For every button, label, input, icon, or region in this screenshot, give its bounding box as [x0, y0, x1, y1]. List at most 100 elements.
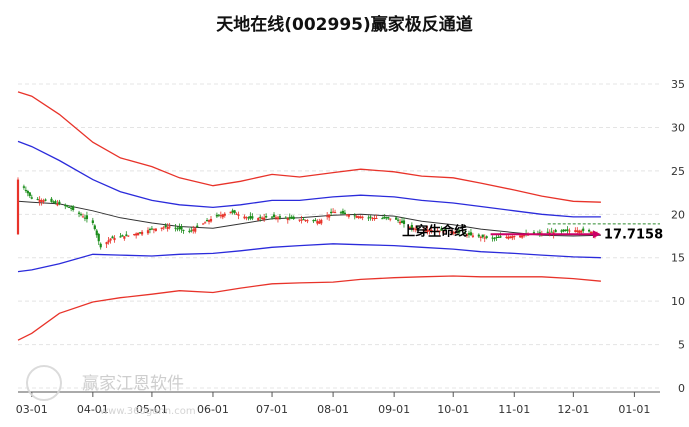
candle-body: [436, 230, 439, 232]
candle-body: [375, 218, 378, 220]
candle-body: [146, 230, 150, 234]
inner-upper-band: [17, 140, 601, 218]
arrow-head: [592, 230, 601, 239]
candle-body: [257, 218, 260, 221]
candle-body: [99, 243, 102, 248]
candle-body: [438, 230, 441, 233]
candle-body: [343, 212, 347, 215]
candle-body: [56, 203, 59, 206]
candle-body: [109, 238, 112, 241]
candle-body: [93, 225, 96, 230]
x-tick-label: 03-01: [16, 403, 48, 416]
candle-body: [215, 214, 219, 217]
chart-title: 天地在线(002995)赢家极反通道: [216, 15, 473, 35]
candle-body: [207, 220, 211, 222]
x-tick-label: 10-01: [437, 403, 469, 416]
candle-body: [30, 197, 33, 199]
annotation-group: 上穿生命线 17.7158: [402, 223, 663, 242]
candle-body: [465, 234, 469, 236]
candle-body: [550, 231, 553, 233]
candle-body: [72, 206, 75, 210]
y-tick-label: 15: [671, 252, 685, 265]
annotation-label: 上穿生命线: [402, 223, 467, 239]
candle-body: [477, 234, 480, 237]
candle-body: [229, 211, 232, 214]
candle-body: [398, 221, 402, 224]
middle-line: [17, 200, 601, 237]
candle-body: [42, 200, 45, 202]
candle-body: [414, 228, 417, 231]
candle-body: [532, 232, 536, 235]
candle-body: [16, 179, 20, 235]
candle-body: [568, 230, 571, 232]
candle-body: [385, 217, 388, 219]
candle-body: [422, 229, 425, 232]
candle-body: [219, 215, 222, 217]
candle-body: [341, 210, 345, 214]
candle-body: [495, 236, 498, 238]
x-tick-label: 08-01: [317, 403, 349, 416]
candle-body: [389, 218, 392, 220]
candle-body: [292, 216, 295, 219]
candle-body: [66, 205, 69, 207]
candle-body: [523, 235, 526, 237]
candle-body: [148, 228, 152, 230]
candle-body: [371, 217, 374, 219]
candle-body: [497, 237, 500, 239]
candle-body: [107, 240, 110, 243]
candle-body: [339, 212, 343, 214]
candle-body: [247, 217, 250, 219]
candle-body: [176, 228, 179, 230]
candle-body: [400, 220, 404, 223]
candle-body: [278, 216, 282, 218]
candle-body: [152, 228, 155, 230]
candle-body: [243, 216, 246, 219]
candle-body: [263, 217, 266, 220]
candle-body: [237, 214, 240, 216]
candle-body: [302, 219, 305, 221]
watermark-logo-icon: [26, 365, 62, 401]
candle-body: [426, 229, 429, 233]
candle-body: [205, 220, 209, 222]
candle-body: [231, 210, 234, 213]
candle-body: [509, 236, 512, 239]
candle-body: [135, 233, 138, 236]
candle-body: [284, 217, 287, 219]
candle-body: [519, 235, 522, 238]
candle-body: [123, 236, 126, 239]
candle-body: [196, 225, 199, 228]
x-tick-label: 11-01: [498, 403, 530, 416]
candle-body: [564, 229, 567, 232]
candle-body: [162, 227, 165, 229]
x-axis-labels: 03-01 04-01 05-01 06-01 07-01 08-01 09-01 10-01…: [16, 392, 650, 416]
candle-body: [28, 192, 31, 196]
watermark-text: 赢家江恩软件: [82, 374, 184, 394]
gridlines: [18, 83, 660, 389]
candle-body: [357, 216, 360, 218]
candle-body: [58, 201, 61, 205]
candle-body: [188, 230, 191, 232]
candle-body: [95, 230, 98, 236]
candle-body: [493, 238, 496, 240]
candle-body: [408, 227, 411, 229]
candle-body: [50, 198, 53, 202]
candle-body: [178, 227, 181, 230]
candle-body: [77, 212, 81, 214]
candle-body: [463, 232, 467, 234]
candle-body: [40, 200, 43, 202]
outer-upper-band: [17, 91, 601, 203]
candle-body: [511, 236, 514, 239]
candle-body: [91, 220, 94, 223]
watermark: 赢家江恩软件 www.360gann.com: [26, 365, 196, 417]
candle-body: [424, 229, 427, 232]
channel-bands: [17, 91, 601, 341]
candle-body: [396, 219, 400, 221]
candle-body: [588, 229, 591, 232]
candle-body: [450, 231, 453, 233]
candle-body: [318, 221, 321, 224]
candle-body: [64, 205, 67, 207]
candle-body: [79, 214, 83, 216]
candle-body: [194, 228, 197, 232]
x-tick-label: 07-01: [256, 403, 288, 416]
candle-body: [330, 211, 333, 214]
